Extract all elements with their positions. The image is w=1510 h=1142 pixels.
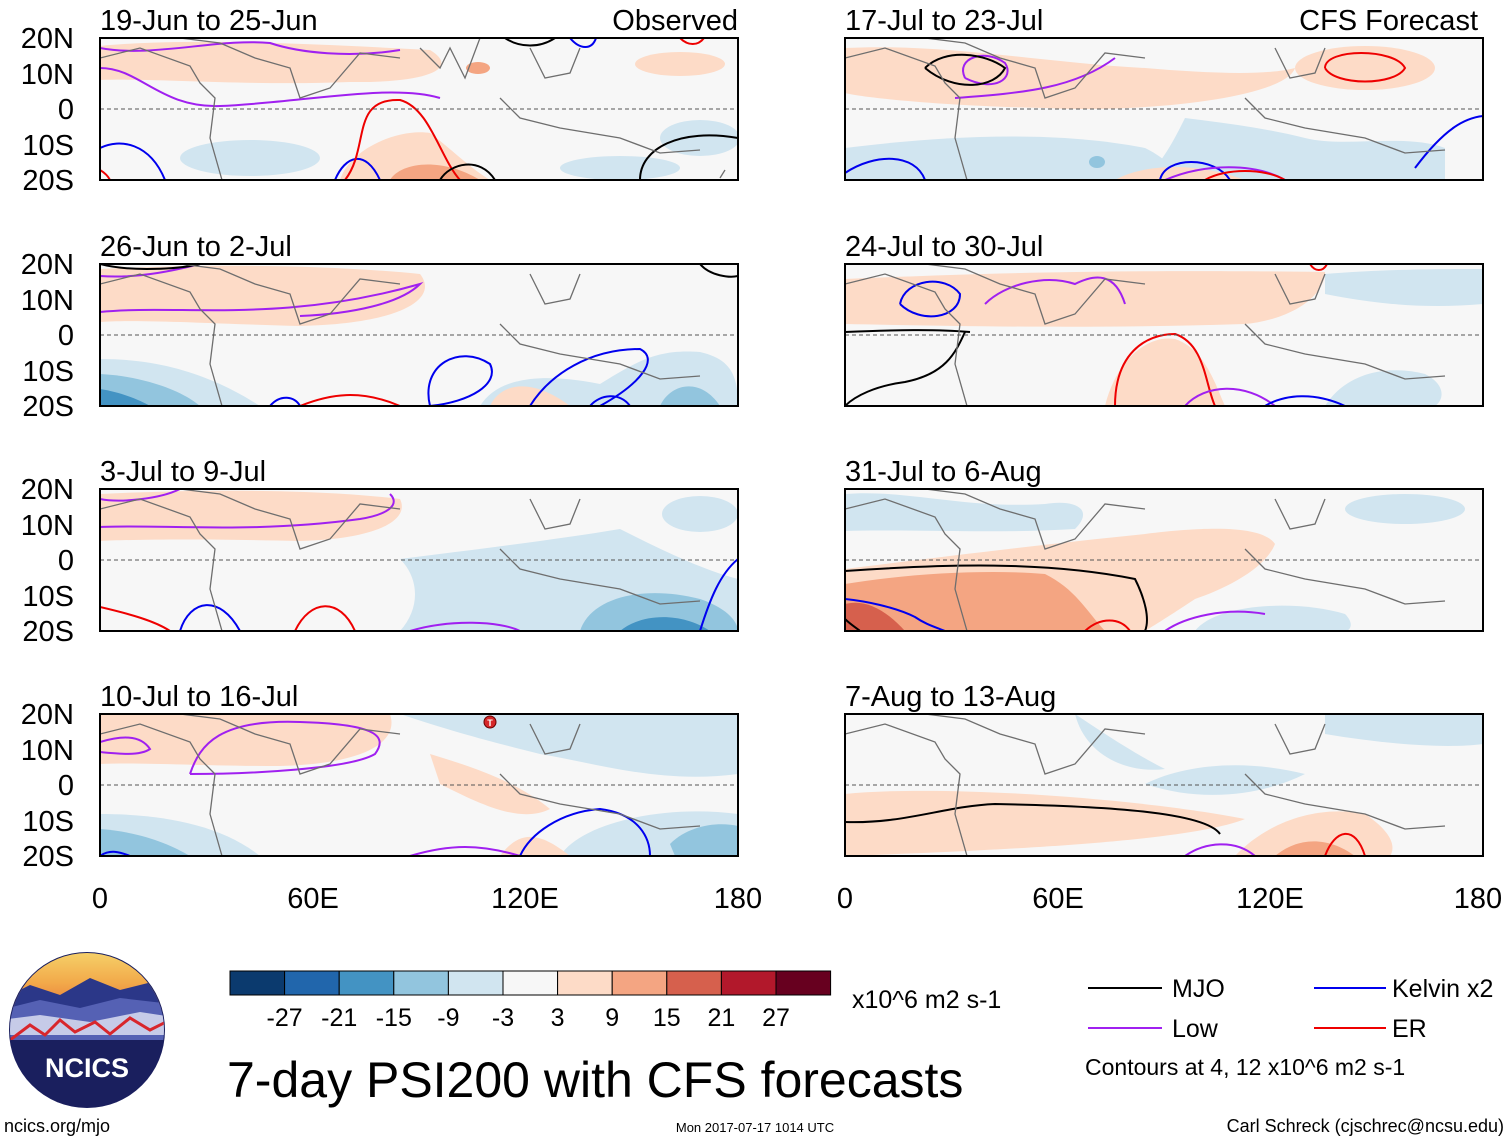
lat-tick-label: 0 [58, 770, 74, 802]
colorbar-swatch [338, 970, 395, 996]
lon-axis-right: 0 60E 120E 180 [837, 883, 1502, 915]
panel-title: 24-Jul to 30-Jul [845, 231, 1043, 263]
panel-right-2 [844, 263, 1484, 407]
panel-title: 10-Jul to 16-Jul [100, 681, 298, 713]
lon-tick-label: 120E [491, 883, 559, 915]
colorbar-tick-label: -9 [437, 1004, 459, 1032]
lon-tick-label: 60E [287, 883, 339, 915]
lat-tick-label: 20S [22, 165, 74, 197]
lat-tick-label: 20S [22, 391, 74, 423]
legend-label: MJO [1172, 975, 1225, 1003]
lon-tick-label: 0 [92, 883, 108, 915]
colorbar-tick-label: 3 [551, 1004, 565, 1032]
panel-right-3 [844, 488, 1484, 632]
lat-tick-label: 10S [22, 581, 74, 613]
lat-tick-label: 10N [21, 59, 74, 91]
footer-url: ncics.org/mjo [4, 1116, 110, 1136]
colorbar-swatch [666, 970, 722, 996]
lat-tick-label: 0 [58, 545, 74, 577]
colorbar-tick-label: -3 [492, 1004, 514, 1032]
panel-right-1 [844, 37, 1484, 181]
panel-left-2 [99, 263, 739, 407]
colorbar: -27 -21 -15 -9 -3 3 9 15 21 27 [229, 970, 832, 1032]
colorbar-swatch [611, 970, 668, 996]
colorbar-tick-label: -21 [321, 1004, 357, 1032]
lat-tick-label: 10N [21, 510, 74, 542]
footer-timestamp: Mon 2017-07-17 1014 UTC [676, 1120, 834, 1135]
colorbar-swatch [284, 970, 340, 996]
lat-tick-label: 20S [22, 616, 74, 648]
panel-title: 7-Aug to 13-Aug [845, 681, 1056, 713]
lat-tick-label: 20N [21, 249, 74, 281]
lat-tick-label: 0 [58, 94, 74, 126]
lon-tick-label: 0 [837, 883, 853, 915]
colorbar-swatch [447, 970, 504, 996]
legend-label: ER [1392, 1015, 1427, 1043]
panel-title: 17-Jul to 23-Jul [845, 5, 1043, 37]
colorbar-tick-label: -15 [376, 1004, 412, 1032]
forecast-label: CFS Forecast [1299, 5, 1478, 37]
legend: MJO Kelvin x2 Low ER Contours at 4, 12 x… [1085, 975, 1493, 1080]
panel-title: 3-Jul to 9-Jul [100, 456, 266, 488]
lat-tick-label: 0 [58, 320, 74, 352]
lat-tick-label: 10S [22, 806, 74, 838]
logo-text: NCICS [45, 1053, 129, 1083]
colorbar-tick-label: 15 [653, 1004, 681, 1032]
colorbar-swatch [557, 970, 613, 996]
panel-left-3 [99, 488, 739, 632]
lat-tick-label: 20S [22, 841, 74, 873]
lon-tick-label: 60E [1032, 883, 1084, 915]
lat-tick-label: 10N [21, 285, 74, 317]
colorbar-swatch [229, 970, 286, 996]
lat-tick-label: 10S [22, 130, 74, 162]
colorbar-swatch [393, 970, 449, 996]
lat-tick-label: 20N [21, 699, 74, 731]
colorbar-swatch [502, 970, 559, 996]
lon-axis-left: 0 60E 120E 180 [92, 883, 762, 915]
panel-title: 19-Jun to 25-Jun [100, 5, 318, 37]
legend-label: Low [1172, 1015, 1219, 1043]
panel-left-4: T [99, 713, 739, 857]
lat-tick-label: 10N [21, 735, 74, 767]
contour-note: Contours at 4, 12 x10^6 m2 s-1 [1085, 1054, 1405, 1080]
footer-credit: Carl Schreck (cjschrec@ncsu.edu) [1227, 1116, 1504, 1136]
colorbar-tick-label: 9 [605, 1004, 619, 1032]
panel-right-4 [844, 713, 1484, 857]
lat-tick-label: 10S [22, 356, 74, 388]
lat-axis: 20N 10N 0 10S 20S 20N 10N 0 10S 20S 20N … [21, 23, 74, 873]
colorbar-tick-label: 27 [762, 1004, 790, 1032]
svg-text:T: T [487, 718, 493, 728]
panel-title: 31-Jul to 6-Aug [845, 456, 1042, 488]
lat-tick-label: 20N [21, 23, 74, 55]
lat-tick-label: 20N [21, 474, 74, 506]
ncics-logo: NCICS [9, 952, 165, 1108]
colorbar-tick-label: -27 [267, 1004, 303, 1032]
colorbar-swatch [775, 970, 832, 996]
lon-tick-label: 180 [714, 883, 762, 915]
colorbar-swatch [720, 970, 777, 996]
legend-label: Kelvin x2 [1392, 975, 1493, 1003]
typhoon-marker: T [483, 715, 497, 729]
figure-title: 7-day PSI200 with CFS forecasts [227, 1052, 963, 1108]
panel-left-1 [99, 37, 739, 181]
colorbar-tick-label: 21 [707, 1004, 735, 1032]
lon-tick-label: 180 [1454, 883, 1502, 915]
panel-title: 26-Jun to 2-Jul [100, 231, 292, 263]
colorbar-units: x10^6 m2 s-1 [852, 986, 1001, 1014]
observed-label: Observed [612, 5, 738, 37]
lon-tick-label: 120E [1236, 883, 1304, 915]
